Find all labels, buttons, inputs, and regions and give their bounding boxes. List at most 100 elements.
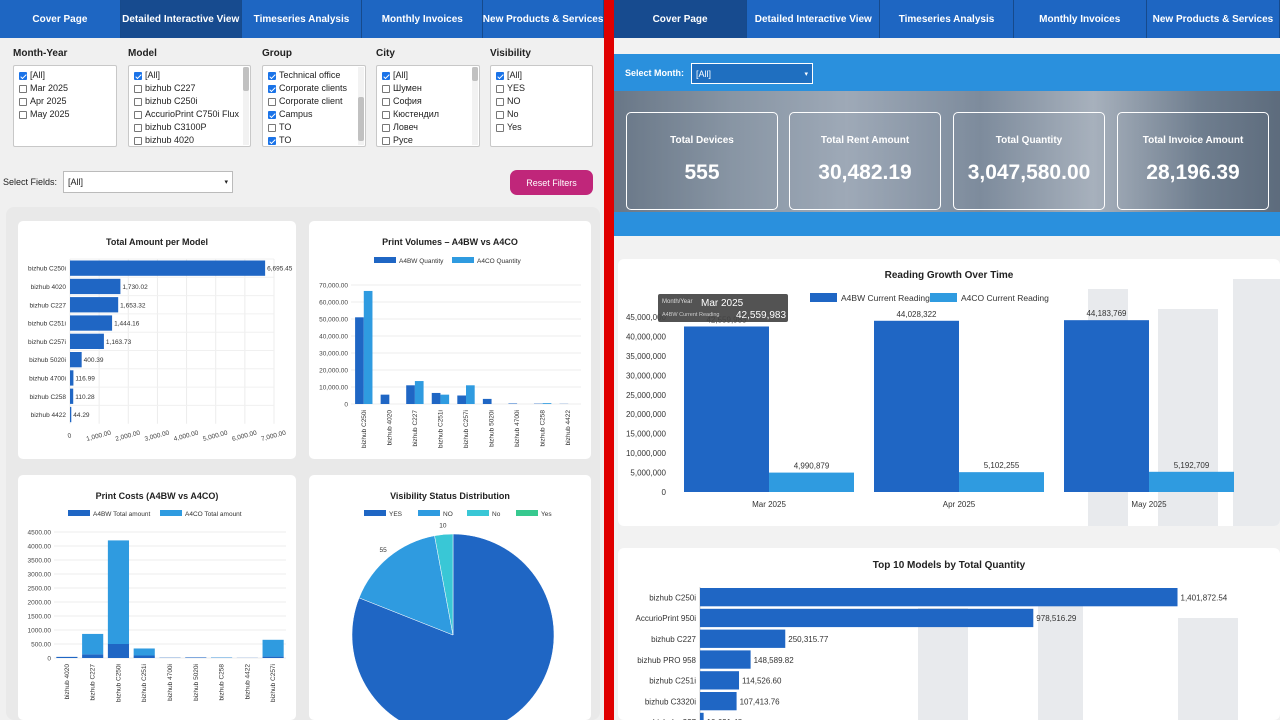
filter-option[interactable]: [All] <box>496 69 587 82</box>
filter-option[interactable]: Technical office <box>268 69 360 82</box>
right-tab-new-products[interactable]: New Products & Services <box>1146 0 1280 38</box>
checkbox-icon[interactable] <box>268 123 276 132</box>
checkbox-icon[interactable] <box>382 110 390 119</box>
filter-option[interactable]: bizhub C3100P <box>134 121 245 134</box>
filter-option[interactable]: Русе <box>382 134 474 146</box>
checkbox-icon[interactable] <box>134 84 142 93</box>
bar <box>70 260 266 276</box>
scrollbar-thumb[interactable] <box>243 67 249 91</box>
filter-option[interactable]: No <box>496 108 587 121</box>
checkbox-icon[interactable] <box>19 97 27 106</box>
checkbox-icon[interactable] <box>268 71 276 80</box>
filter-option[interactable]: Corporate client <box>268 95 360 108</box>
filter-option[interactable]: Ловеч <box>382 121 474 134</box>
filter-option[interactable]: bizhub C250i <box>134 95 245 108</box>
filter-listbox[interactable]: [All] Шумен София Кюстендил Ловеч Русе <box>376 65 480 147</box>
checkbox-icon[interactable] <box>134 123 142 132</box>
scrollbar[interactable] <box>358 67 364 145</box>
right-tab-cover-page[interactable]: Cover Page <box>614 0 748 38</box>
y-tick-label: 30,000.00 <box>319 351 348 358</box>
filter-option[interactable]: bizhub C227 <box>134 82 245 95</box>
checkbox-icon[interactable] <box>496 123 504 132</box>
checkbox-icon[interactable] <box>134 136 142 145</box>
filter-option[interactable]: [All] <box>134 69 245 82</box>
checkbox-icon[interactable] <box>19 110 27 119</box>
checkbox-icon[interactable] <box>496 110 504 119</box>
filter-option[interactable]: София <box>382 95 474 108</box>
filter-option[interactable]: bizhub 4020 <box>134 134 245 146</box>
filter-option[interactable]: NO <box>496 95 587 108</box>
chart-visibility-status: YESNONoYes2775510 <box>351 510 555 720</box>
filter-option[interactable]: [All] <box>382 69 474 82</box>
scrollbar-thumb[interactable] <box>472 67 478 81</box>
filter-option[interactable]: YES <box>496 82 587 95</box>
checkbox-icon[interactable] <box>496 97 504 106</box>
filter-option[interactable]: [All] <box>19 69 111 82</box>
filter-option[interactable]: Apr 2025 <box>19 95 111 108</box>
legend-label: A4BW Current Reading <box>841 293 930 303</box>
kpi-label: Total Rent Amount <box>820 135 910 146</box>
checkbox-icon[interactable] <box>268 110 276 119</box>
filter-option[interactable]: TO <box>268 121 360 134</box>
checkbox-icon[interactable] <box>19 84 27 93</box>
chart-title: Reading Growth Over Time <box>884 270 1014 281</box>
checkbox-icon[interactable] <box>134 110 142 119</box>
data-label: 44,183,769 <box>1086 309 1127 318</box>
x-tick-label: bizhub C258 <box>219 664 226 701</box>
tooltip-box <box>658 294 788 322</box>
select-month-dropdown[interactable]: [All] ▾ <box>691 63 813 84</box>
checkbox-icon[interactable] <box>382 136 390 145</box>
filter-listbox[interactable]: Technical office Corporate clients Corpo… <box>262 65 366 147</box>
right-tab-monthly-invoices[interactable]: Monthly Invoices <box>1013 0 1147 38</box>
filter-option[interactable]: Шумен <box>382 82 474 95</box>
filter-option[interactable]: Yes <box>496 121 587 134</box>
checkbox-icon[interactable] <box>382 84 390 93</box>
checkbox-icon[interactable] <box>382 123 390 132</box>
filter-option[interactable]: AccurioPrint C750i Flux <box>134 108 245 121</box>
scrollbar[interactable] <box>472 67 478 145</box>
bar <box>700 650 751 669</box>
option-label: Mar 2025 <box>30 83 69 93</box>
right-tab-timeseries[interactable]: Timeseries Analysis <box>880 0 1014 38</box>
select-fields-dropdown[interactable]: [All] ▾ <box>63 171 234 193</box>
checkbox-icon[interactable] <box>134 71 142 80</box>
filter-option[interactable]: Campus <box>268 108 360 121</box>
legend-label: A4BW Total amount <box>93 511 151 518</box>
left-tab-new-products[interactable]: New Products & Services <box>483 0 604 38</box>
bar <box>700 629 786 648</box>
left-tab-detailed-view[interactable]: Detailed Interactive View <box>120 0 242 38</box>
reset-filters-button[interactable]: Reset Filters <box>510 170 593 195</box>
y-tick-label: 10,000,000 <box>626 449 667 458</box>
filter-title: City <box>376 48 395 59</box>
checkbox-icon[interactable] <box>268 97 276 106</box>
data-label: 1,730.02 <box>122 284 148 291</box>
filter-option[interactable]: TO <box>268 134 360 146</box>
checkbox-icon[interactable] <box>382 71 390 80</box>
checkbox-icon[interactable] <box>134 97 142 106</box>
filter-option[interactable]: Кюстендил <box>382 108 474 121</box>
bar <box>70 315 113 331</box>
filter-listbox[interactable]: [All] YES NO No Yes <box>490 65 593 147</box>
left-tab-cover-page[interactable]: Cover Page <box>0 0 121 38</box>
filter-option[interactable]: May 2025 <box>19 108 111 121</box>
filter-listbox[interactable]: [All] bizhub C227 bizhub C250i AccurioPr… <box>128 65 251 147</box>
filter-listbox[interactable]: [All] Mar 2025 Apr 2025 May 2025 <box>13 65 117 147</box>
checkbox-icon[interactable] <box>19 71 27 80</box>
scrollbar-thumb[interactable] <box>358 97 364 141</box>
right-tab-detailed-view[interactable]: Detailed Interactive View <box>747 0 881 38</box>
scrollbar[interactable] <box>243 67 249 145</box>
category-label: bizhub C250i <box>28 266 66 273</box>
x-tick-label: bizhub C257i <box>463 410 470 448</box>
data-label: 44.29 <box>73 412 90 419</box>
checkbox-icon[interactable] <box>496 84 504 93</box>
filter-option[interactable]: Corporate clients <box>268 82 360 95</box>
left-tab-monthly-invoices[interactable]: Monthly Invoices <box>362 0 484 38</box>
filter-option[interactable]: Mar 2025 <box>19 82 111 95</box>
left-tab-timeseries[interactable]: Timeseries Analysis <box>241 0 363 38</box>
checkbox-icon[interactable] <box>382 97 390 106</box>
checkbox-icon[interactable] <box>268 84 276 93</box>
chart-reading-growth: A4BW Current Reading A4CO Current Reading… <box>626 293 1234 509</box>
card-total-amount: Total Amount per Model 0 1,000.00 2,000.00… <box>18 221 296 459</box>
checkbox-icon[interactable] <box>496 71 504 80</box>
checkbox-icon[interactable] <box>268 136 276 145</box>
